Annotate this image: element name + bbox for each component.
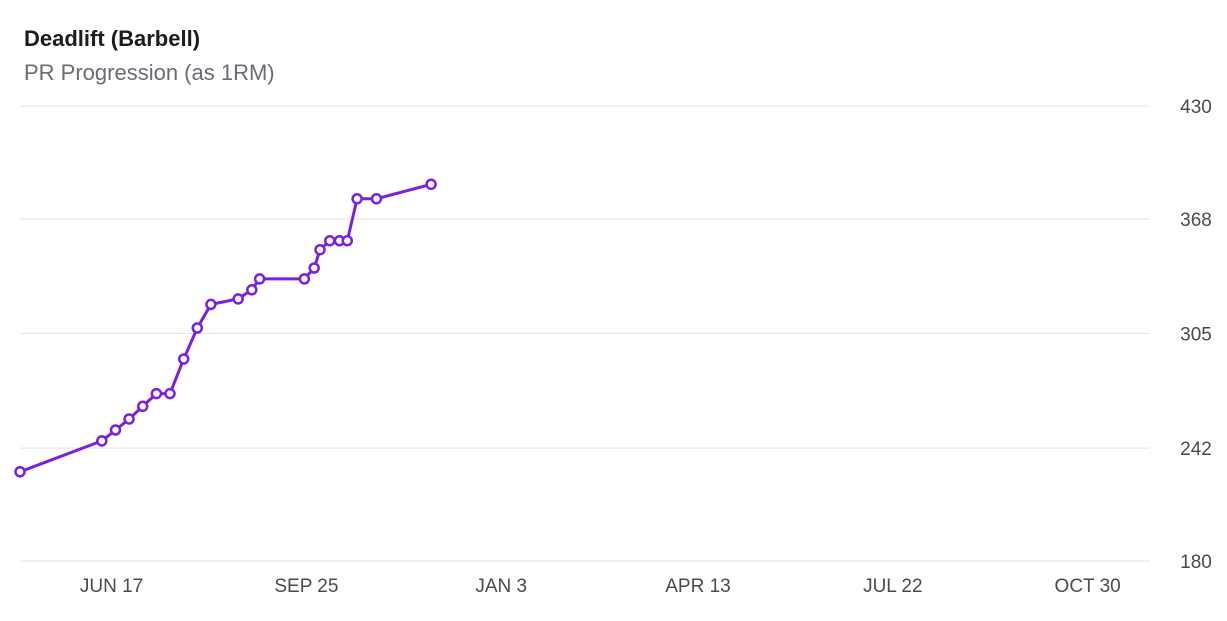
data-point[interactable] (150, 387, 163, 400)
x-tick-label: SEP 25 (274, 576, 338, 597)
series-line (18, 182, 433, 474)
x-tick-label: APR 13 (665, 576, 730, 597)
x-axis-ticks: JUN 17 SEP 25 JAN 3 APR 13 JUL 22 OCT 30 (80, 576, 1121, 597)
data-point[interactable] (253, 273, 266, 285)
data-point[interactable] (232, 293, 244, 305)
y-tick-label: 242 (1180, 439, 1212, 460)
data-point[interactable] (205, 298, 217, 311)
y-tick-label: 180 (1180, 552, 1212, 573)
data-point[interactable] (123, 413, 135, 425)
data-point[interactable] (136, 400, 149, 413)
gridlines (20, 105, 1150, 562)
y-tick-label: 305 (1180, 325, 1212, 346)
data-point[interactable] (324, 234, 336, 247)
y-tick-label: 430 (1180, 97, 1212, 118)
data-point[interactable] (191, 322, 204, 334)
data-point[interactable] (96, 435, 108, 447)
data-point[interactable] (177, 353, 190, 365)
data-point[interactable] (246, 284, 258, 296)
data-point[interactable] (351, 193, 363, 205)
y-tick-label: 368 (1180, 210, 1212, 231)
data-point[interactable] (164, 387, 176, 400)
chart-subtitle: PR Progression (as 1RM) (24, 60, 275, 85)
chart-title: Deadlift (Barbell) (24, 26, 201, 51)
x-tick-label: OCT 30 (1055, 576, 1121, 597)
data-point[interactable] (425, 178, 437, 191)
series-layer (14, 178, 437, 478)
data-point[interactable] (14, 466, 26, 478)
x-tick-label: JAN 3 (475, 576, 527, 597)
x-tick-label: JUL 22 (863, 576, 923, 597)
data-point[interactable] (308, 262, 320, 274)
data-point[interactable] (109, 424, 122, 436)
data-point[interactable] (314, 244, 326, 256)
data-point[interactable] (341, 234, 354, 247)
y-axis-ticks: 430 368 305 242 180 (1180, 97, 1212, 573)
data-point[interactable] (298, 273, 311, 285)
data-point[interactable] (370, 193, 383, 205)
x-tick-label: JUN 17 (80, 576, 143, 597)
